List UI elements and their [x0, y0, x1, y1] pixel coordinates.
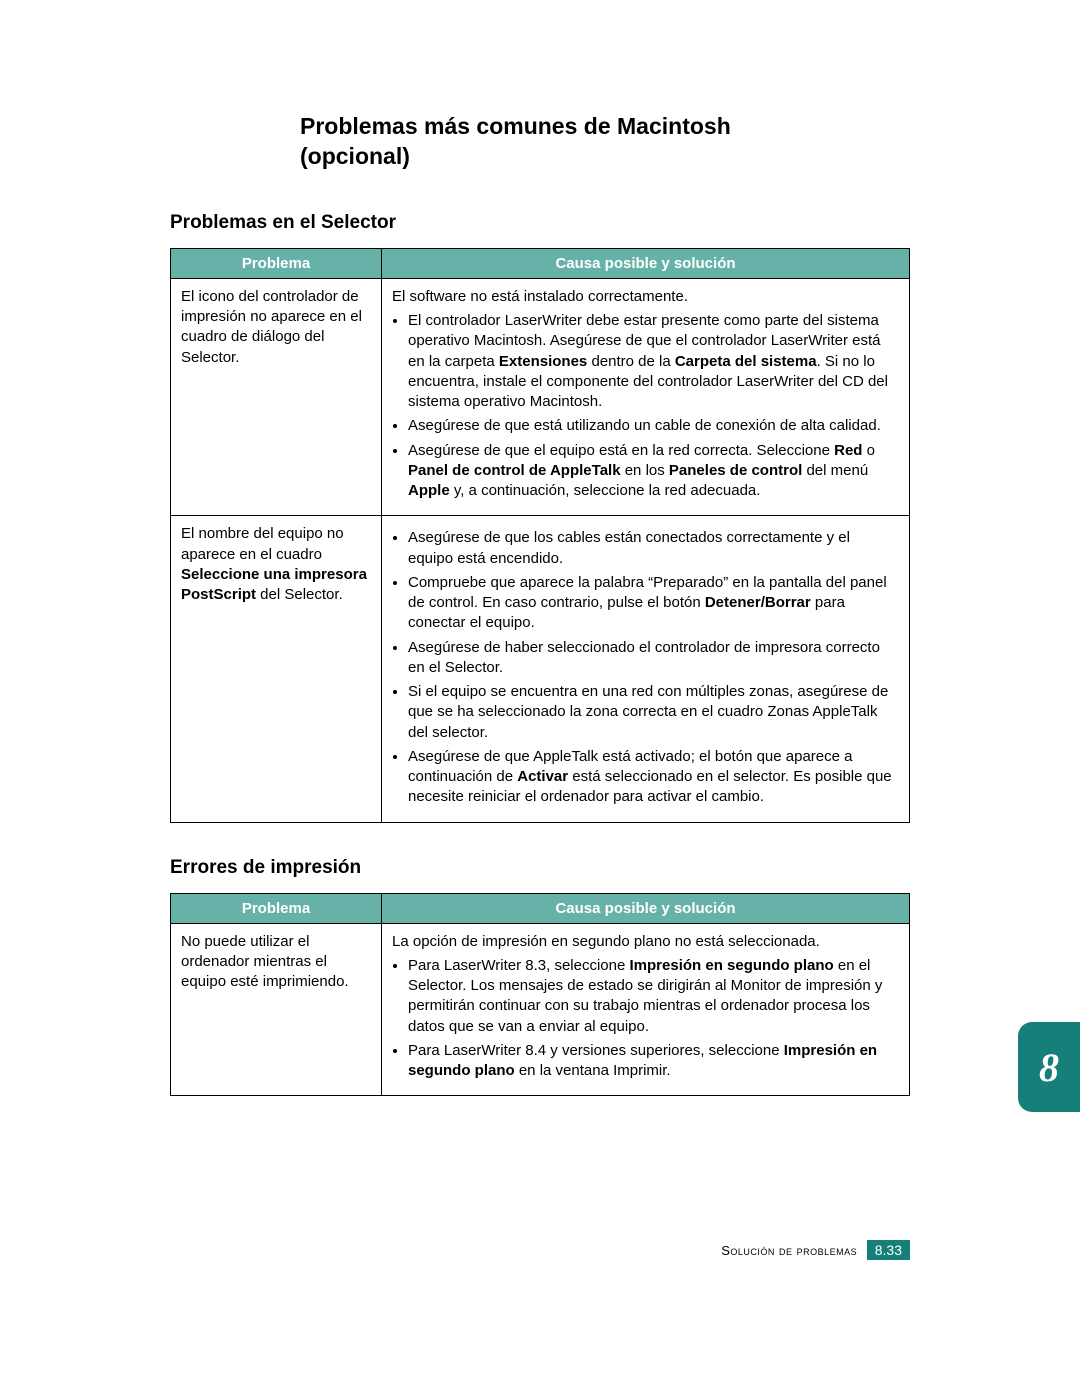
solution-item: Asegúrese de que el equipo está en la re…: [408, 441, 899, 502]
solution-item: Compruebe que aparece la palabra “Prepar…: [408, 573, 899, 634]
chapter-number: 8: [1039, 1044, 1059, 1091]
table2-body: No puede utilizar el ordenador mientras …: [171, 923, 910, 1096]
title-line-2: (opcional): [300, 143, 410, 169]
col-header-problem: Problema: [171, 893, 382, 923]
content-area: Problemas más comunes de Macintosh (opci…: [170, 112, 910, 1130]
page-title: Problemas más comunes de Macintosh (opci…: [300, 112, 910, 172]
solution-list: Asegúrese de que los cables están conect…: [392, 528, 899, 807]
solution-item: Asegúrese de que AppleTalk está activado…: [408, 747, 899, 808]
solution-item: Para LaserWriter 8.3, seleccione Impresi…: [408, 956, 899, 1037]
page-footer: Solución de problemas 8.33: [170, 1240, 910, 1260]
solution-list: Para LaserWriter 8.3, seleccione Impresi…: [392, 956, 899, 1082]
table-selector-problems: Problema Causa posible y solución El ico…: [170, 248, 910, 823]
title-line-1: Problemas más comunes de Macintosh: [300, 113, 731, 139]
table1-body: El icono del controlador de impresión no…: [171, 278, 910, 822]
footer-section-label: Solución de problemas: [721, 1243, 857, 1258]
section-1-title: Problemas en el Selector: [170, 212, 910, 234]
table-header-row: Problema Causa posible y solución: [171, 248, 910, 278]
solution-item: Asegúrese de que los cables están conect…: [408, 528, 899, 569]
col-header-solution: Causa posible y solución: [382, 893, 910, 923]
problem-cell: No puede utilizar el ordenador mientras …: [171, 923, 382, 1096]
col-header-problem: Problema: [171, 248, 382, 278]
solution-cell: Asegúrese de que los cables están conect…: [382, 516, 910, 822]
table-row: El icono del controlador de impresión no…: [171, 278, 910, 516]
page: Problemas más comunes de Macintosh (opci…: [0, 0, 1080, 1397]
solution-item: El controlador LaserWriter debe estar pr…: [408, 311, 899, 412]
solution-item: Asegúrese de que está utilizando un cabl…: [408, 416, 899, 436]
problem-cell: El nombre del equipo no aparece en el cu…: [171, 516, 382, 822]
solution-lead: El software no está instalado correctame…: [392, 287, 899, 307]
section-2-title: Errores de impresión: [170, 857, 910, 879]
problem-cell: El icono del controlador de impresión no…: [171, 278, 382, 516]
col-header-solution: Causa posible y solución: [382, 248, 910, 278]
solution-cell: La opción de impresión en segundo plano …: [382, 923, 910, 1096]
table-print-errors: Problema Causa posible y solución No pue…: [170, 893, 910, 1097]
table-header-row: Problema Causa posible y solución: [171, 893, 910, 923]
table-row: El nombre del equipo no aparece en el cu…: [171, 516, 910, 822]
chapter-tab: 8: [1018, 1022, 1080, 1112]
table-row: No puede utilizar el ordenador mientras …: [171, 923, 910, 1096]
solution-item: Para LaserWriter 8.4 y versiones superio…: [408, 1041, 899, 1082]
solution-cell: El software no está instalado correctame…: [382, 278, 910, 516]
solution-lead: La opción de impresión en segundo plano …: [392, 932, 899, 952]
solution-list: El controlador LaserWriter debe estar pr…: [392, 311, 899, 501]
solution-item: Asegúrese de haber seleccionado el contr…: [408, 638, 899, 679]
solution-item: Si el equipo se encuentra en una red con…: [408, 682, 899, 743]
footer-page-number: 8.33: [867, 1240, 910, 1260]
